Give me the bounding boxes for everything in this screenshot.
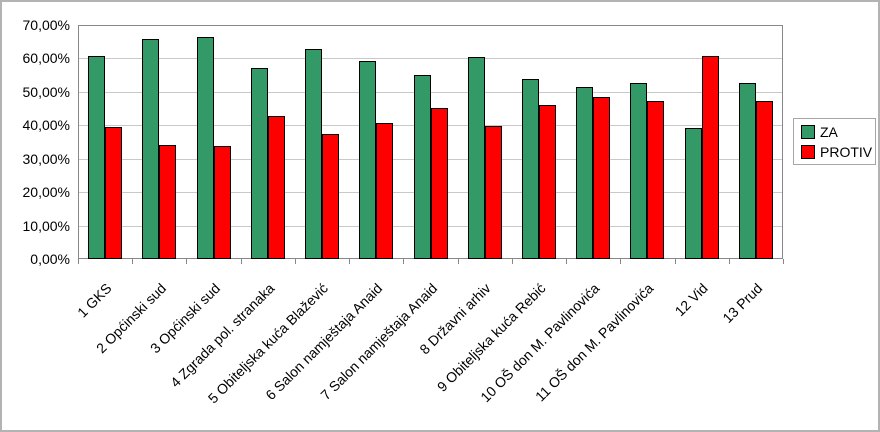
x-axis-category-label: 1 GKS	[73, 280, 115, 321]
bar-za-8	[467, 57, 485, 259]
bar-protiv-12	[701, 56, 719, 259]
bar-za-11	[630, 83, 648, 259]
x-axis-tick	[457, 259, 459, 264]
bar-protiv-9	[538, 104, 556, 259]
bar-protiv-2	[159, 145, 177, 259]
bar-protiv-6	[376, 122, 394, 259]
x-axis-tick	[620, 259, 622, 264]
legend-label-za: ZA	[820, 123, 838, 140]
legend-label-protiv: PROTIV	[820, 143, 873, 160]
x-axis-tick	[783, 259, 784, 264]
bar-protiv-4	[267, 115, 285, 259]
x-axis-tick	[240, 259, 242, 264]
bar-protiv-3	[213, 146, 231, 259]
x-axis-category-label: 9 Obiteljska kuća Rebić	[433, 280, 549, 395]
bar-za-2	[142, 38, 160, 259]
legend: ZA PROTIV	[793, 118, 876, 165]
bar-za-13	[738, 82, 756, 259]
gridline-50	[79, 91, 782, 93]
x-axis-tick	[132, 259, 134, 264]
bar-za-6	[359, 60, 377, 259]
x-axis-tick	[186, 259, 188, 264]
y-axis-label-40: 40,00%	[22, 117, 70, 134]
bar-za-4	[250, 68, 268, 259]
bar-protiv-5	[322, 134, 340, 259]
bar-za-12	[684, 127, 702, 259]
x-axis-tick	[674, 259, 676, 264]
x-axis-tick	[349, 259, 351, 264]
legend-item-protiv: PROTIV	[801, 144, 875, 160]
bar-za-5	[305, 48, 323, 259]
y-axis-label-60: 60,00%	[22, 50, 70, 67]
bar-protiv-13	[755, 101, 773, 259]
bar-za-7	[413, 75, 431, 259]
bar-za-3	[196, 37, 214, 259]
x-axis-tick	[294, 259, 296, 264]
bar-protiv-7	[430, 108, 448, 259]
x-axis-tick	[566, 259, 568, 264]
x-axis-category-label: 12 Vid	[671, 280, 711, 320]
x-axis-category-label: 13 Prud	[719, 280, 766, 326]
bar-protiv-1	[105, 127, 123, 259]
bar-protiv-8	[484, 125, 502, 259]
y-axis-label-20: 20,00%	[22, 184, 70, 201]
x-axis-tick	[728, 259, 730, 264]
bar-protiv-10	[593, 96, 611, 259]
y-axis-label-10: 10,00%	[22, 217, 70, 234]
x-axis-tick	[403, 259, 405, 264]
x-axis-tick	[511, 259, 513, 264]
x-axis-tick	[78, 259, 79, 264]
za-series-swatch	[801, 124, 815, 139]
bar-za-1	[88, 55, 106, 259]
protiv-series-swatch	[801, 144, 815, 159]
y-axis-label-50: 50,00%	[22, 83, 70, 100]
gridline-60	[79, 58, 782, 60]
x-axis-category-label: 4 Zgrada pol. stranaka	[166, 280, 278, 391]
bar-za-10	[576, 87, 594, 259]
y-axis-label-0: 0,00%	[30, 251, 70, 267]
bar-za-9	[521, 79, 539, 259]
bar-protiv-11	[647, 100, 665, 259]
y-axis-label-30: 30,00%	[22, 150, 70, 167]
y-axis-label-70: 70,00%	[22, 17, 70, 33]
legend-item-za: ZA	[801, 124, 875, 140]
